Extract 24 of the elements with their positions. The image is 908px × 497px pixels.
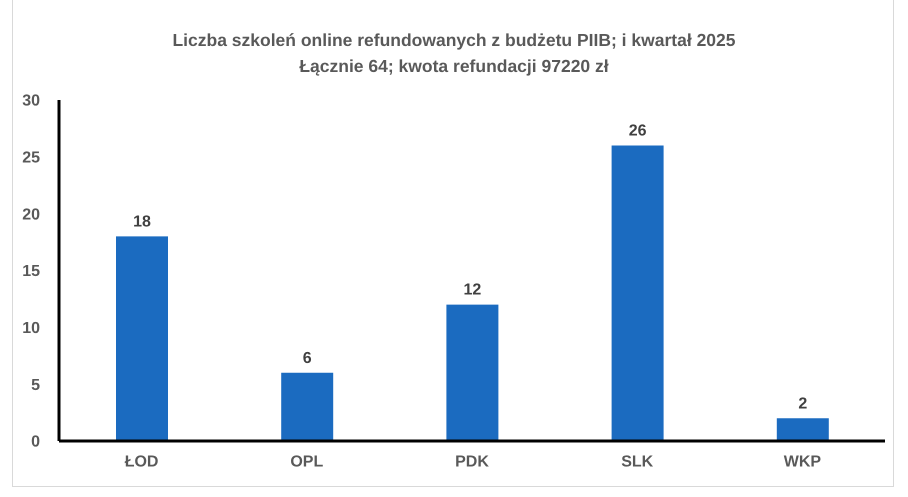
x-tick-label: WKP	[784, 453, 822, 470]
bar	[612, 145, 664, 441]
chart-subtitle: Łącznie 64; kwota refundacji 97220 zł	[298, 55, 610, 78]
y-tick-label: 0	[31, 434, 40, 451]
data-label: 6	[302, 350, 312, 367]
y-tick-label: 10	[22, 320, 40, 338]
y-tick-label: 5	[31, 376, 40, 394]
data-label: 18	[133, 213, 151, 230]
y-tick-label: 20	[22, 206, 40, 224]
data-label: 12	[464, 282, 482, 299]
bar	[776, 418, 829, 441]
x-tick-label: ŁOD	[124, 453, 158, 470]
bar	[116, 236, 168, 441]
y-tick-label: 30	[22, 92, 40, 110]
x-tick-label: OPL	[290, 453, 324, 470]
y-tick-label: 25	[22, 150, 40, 167]
bar	[446, 304, 498, 441]
data-label: 2	[798, 395, 808, 412]
chart-title: Liczba szkoleń online refundowanych z budżetu PIIB; i kwartał 2025	[171, 29, 737, 52]
data-label: 26	[628, 122, 647, 140]
x-tick-label: SLK	[621, 453, 654, 470]
y-tick-label: 15	[22, 263, 40, 280]
bar	[281, 372, 334, 441]
x-tick-label: PDK	[455, 453, 490, 470]
